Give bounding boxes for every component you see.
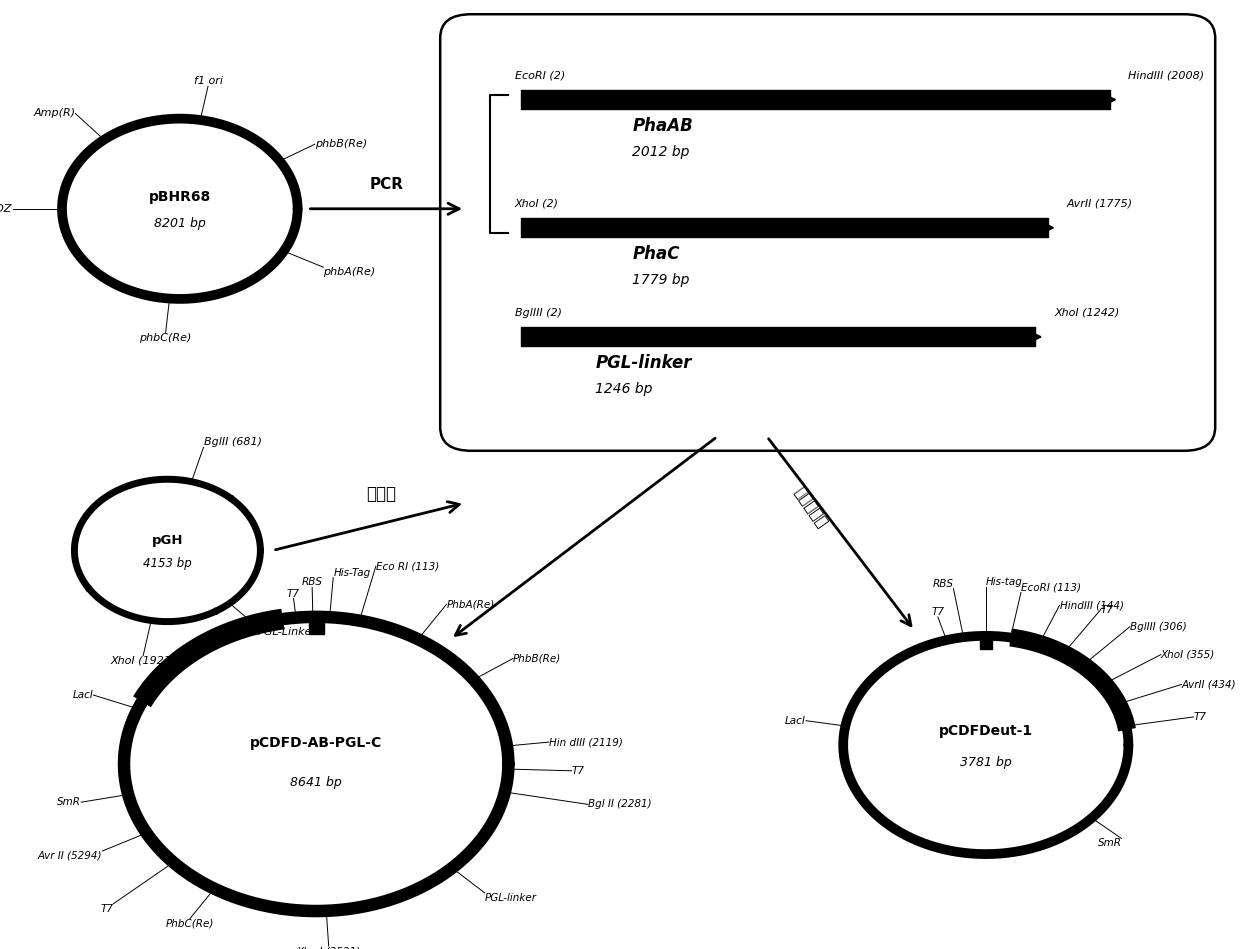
Text: Xho I (3521): Xho I (3521) [296,946,361,949]
Bar [309,613,324,634]
Text: Eco RI (113): Eco RI (113) [376,561,439,571]
Text: PhaC: PhaC [632,245,680,263]
Text: Bgl II (2281): Bgl II (2281) [588,799,651,809]
Bar [980,632,992,649]
Text: T7: T7 [286,588,300,599]
Text: XhoI (355): XhoI (355) [1161,650,1215,660]
Text: His-tag: His-tag [986,577,1023,586]
Text: Amp(R): Amp(R) [33,108,76,119]
Text: T7: T7 [1194,712,1207,722]
Text: f1 ori: f1 ori [193,76,222,86]
Text: 酶切和连接: 酶切和连接 [791,485,830,530]
Text: HindIII (144): HindIII (144) [1059,601,1123,610]
Text: RBS: RBS [932,579,954,588]
Text: HindIII (2008): HindIII (2008) [1128,70,1204,81]
Text: PCR: PCR [370,177,403,192]
Text: 双酥切: 双酥切 [366,485,397,503]
Text: EcoRI (2): EcoRI (2) [515,70,565,81]
Text: XhoI (1242): XhoI (1242) [1054,307,1120,318]
Text: XhoI (2): XhoI (2) [515,198,558,209]
Text: PGL-linker: PGL-linker [485,893,537,902]
Text: LacPOZ: LacPOZ [0,204,12,214]
Text: 1779 bp: 1779 bp [632,273,689,288]
Text: LacI: LacI [73,690,93,700]
Text: PGL-linker: PGL-linker [595,354,692,372]
Text: PhbC(Re): PhbC(Re) [166,919,215,929]
Text: Avr II (5294): Avr II (5294) [38,851,103,861]
Text: His-Tag: His-Tag [334,568,371,578]
Text: pGH: pGH [151,534,184,548]
Text: PhbB(Re): PhbB(Re) [513,654,562,663]
Text: T7: T7 [1101,605,1114,615]
Text: XhoI (1921): XhoI (1921) [110,656,176,665]
Text: pCDFDeut-1: pCDFDeut-1 [939,724,1033,737]
Text: T7: T7 [931,607,945,617]
Text: phbA(Re): phbA(Re) [324,268,376,277]
Text: BglIII (306): BglIII (306) [1130,622,1187,632]
Text: SmR: SmR [1097,838,1121,848]
Text: EcoRI (113): EcoRI (113) [1021,583,1081,592]
Text: PGL-Linker: PGL-Linker [258,627,316,637]
Text: phbB(Re): phbB(Re) [315,140,367,149]
Text: T7: T7 [572,766,585,775]
Text: 2012 bp: 2012 bp [632,145,689,159]
Text: 8201 bp: 8201 bp [154,217,206,231]
Text: 1246 bp: 1246 bp [595,382,652,397]
Text: RBS: RBS [301,577,322,587]
Text: 3781 bp: 3781 bp [960,755,1012,769]
Text: phbC(Re): phbC(Re) [139,333,192,343]
Text: 8641 bp: 8641 bp [290,776,342,790]
Text: AvrII (434): AvrII (434) [1182,679,1236,690]
Text: BglIII (2): BglIII (2) [515,307,562,318]
Text: AvrII (1775): AvrII (1775) [1066,198,1132,209]
Text: PhaAB: PhaAB [632,117,693,135]
Text: 4153 bp: 4153 bp [143,557,192,570]
Text: pCDFD-AB-PGL-C: pCDFD-AB-PGL-C [250,736,382,750]
FancyBboxPatch shape [440,14,1215,451]
Text: SmR: SmR [57,797,81,808]
Text: pBHR68: pBHR68 [149,191,211,204]
Text: PhbA(Re): PhbA(Re) [446,599,495,609]
Text: T7: T7 [100,903,113,914]
Text: Hin dIII (2119): Hin dIII (2119) [549,737,622,747]
Text: LacI: LacI [785,716,806,726]
Text: BglII (681): BglII (681) [203,437,262,447]
